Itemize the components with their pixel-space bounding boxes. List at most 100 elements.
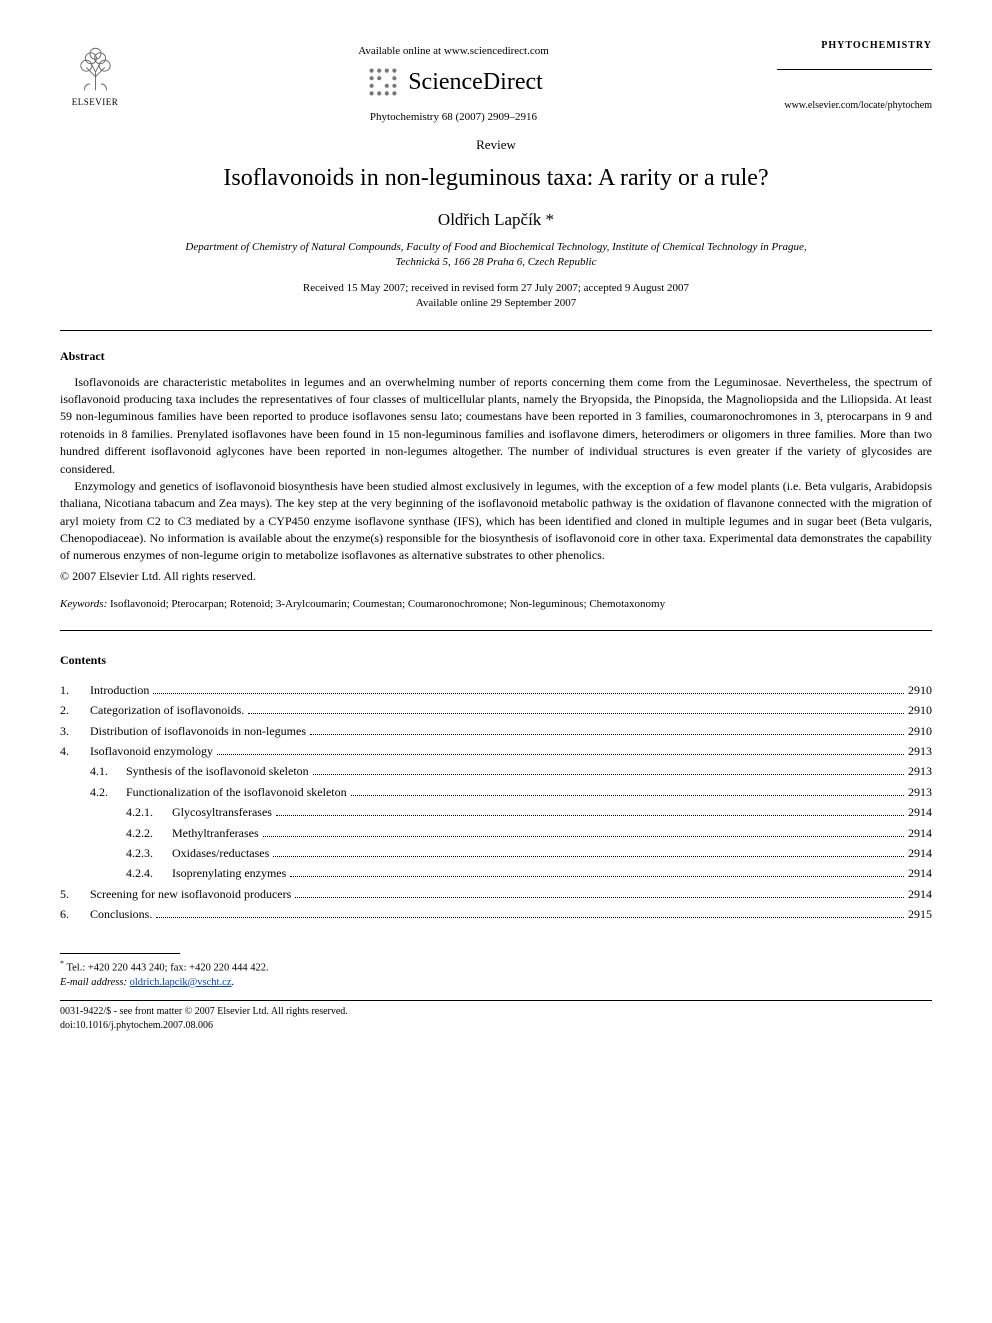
toc-title: Isoprenylating enzymes: [172, 863, 286, 883]
sciencedirect-text: ScienceDirect: [408, 69, 543, 96]
article-type: Review: [60, 137, 932, 153]
center-header: Available online at www.sciencedirect.co…: [130, 40, 777, 123]
toc-row[interactable]: 1.Introduction 2910: [60, 680, 932, 700]
keywords-label: Keywords:: [60, 598, 107, 610]
toc-row[interactable]: 4.2.2.Methyltranferases 2914: [60, 823, 932, 843]
toc-number: 6.: [60, 904, 90, 924]
toc-title: Categorization of isoflavonoids.: [90, 700, 244, 720]
toc-title: Isoflavonoid enzymology: [90, 741, 213, 761]
article-dates: Received 15 May 2007; received in revise…: [60, 281, 932, 312]
toc-leader-dots: [217, 754, 904, 755]
rule-top: [60, 330, 932, 331]
sciencedirect-logo: ScienceDirect: [130, 63, 777, 101]
email-link[interactable]: oldrich.lapcik@vscht.cz: [130, 977, 232, 988]
table-of-contents: 1.Introduction 29102.Categorization of i…: [60, 680, 932, 925]
dates-line1: Received 15 May 2007; received in revise…: [303, 282, 689, 294]
journal-url: www.elsevier.com/locate/phytochem: [777, 100, 932, 111]
contents-label: Contents: [60, 653, 932, 668]
keywords-block: Keywords: Isoflavonoid; Pterocarpan; Rot…: [60, 598, 932, 610]
available-online-text: Available online at www.sciencedirect.co…: [130, 45, 777, 57]
toc-page: 2914: [908, 802, 932, 822]
keywords-text: Isoflavonoid; Pterocarpan; Rotenoid; 3-A…: [110, 598, 665, 610]
rule-mid: [60, 630, 932, 631]
toc-number: 4.1.: [90, 761, 126, 781]
toc-leader-dots: [273, 856, 904, 857]
journal-name: PHYTOCHEMISTRY: [777, 40, 932, 70]
toc-number: 4.: [60, 741, 90, 761]
toc-leader-dots: [276, 815, 904, 816]
toc-number: 1.: [60, 680, 90, 700]
toc-page: 2910: [908, 700, 932, 720]
email-label: E-mail address:: [60, 977, 127, 988]
toc-title: Conclusions.: [90, 904, 152, 924]
publisher-name: ELSEVIER: [72, 97, 119, 107]
affiliation-line1: Department of Chemistry of Natural Compo…: [185, 241, 806, 253]
footer-info: 0031-9422/$ - see front matter © 2007 El…: [60, 1005, 932, 1033]
toc-page: 2914: [908, 863, 932, 883]
footer-line2: doi:10.1016/j.phytochem.2007.08.006: [60, 1019, 932, 1033]
email-line: E-mail address: oldrich.lapcik@vscht.cz.: [60, 976, 932, 991]
toc-leader-dots: [351, 795, 904, 796]
affiliation-line2: Technická 5, 166 28 Praha 6, Czech Repub…: [396, 256, 597, 268]
toc-row[interactable]: 4.2.4.Isoprenylating enzymes 2914: [60, 863, 932, 883]
toc-leader-dots: [156, 917, 904, 918]
toc-row[interactable]: 3.Distribution of isoflavonoids in non-l…: [60, 721, 932, 741]
toc-leader-dots: [153, 693, 904, 694]
toc-row[interactable]: 4.1.Synthesis of the isoflavonoid skelet…: [60, 761, 932, 781]
toc-number: 5.: [60, 884, 90, 904]
toc-title: Screening for new isoflavonoid producers: [90, 884, 291, 904]
toc-page: 2914: [908, 884, 932, 904]
footnotes: * Tel.: +420 220 443 240; fax: +420 220 …: [60, 958, 932, 991]
elsevier-logo: ELSEVIER: [60, 40, 130, 107]
toc-title: Distribution of isoflavonoids in non-leg…: [90, 721, 306, 741]
toc-number: 4.2.: [90, 782, 126, 802]
toc-number: 3.: [60, 721, 90, 741]
abstract-label: Abstract: [60, 349, 932, 364]
abstract-para2: Enzymology and genetics of isoflavonoid …: [60, 478, 932, 565]
toc-number: 2.: [60, 700, 90, 720]
affiliation: Department of Chemistry of Natural Compo…: [60, 240, 932, 271]
toc-leader-dots: [263, 836, 904, 837]
toc-leader-dots: [310, 734, 904, 735]
toc-row[interactable]: 4.Isoflavonoid enzymology 2913: [60, 741, 932, 761]
toc-row[interactable]: 4.2.3.Oxidases/reductases 2914: [60, 843, 932, 863]
toc-leader-dots: [290, 876, 904, 877]
toc-number: 4.2.3.: [126, 843, 172, 863]
toc-page: 2913: [908, 741, 932, 761]
toc-row[interactable]: 2.Categorization of isoflavonoids. 2910: [60, 700, 932, 720]
toc-row[interactable]: 4.2.Functionalization of the isoflavonoi…: [60, 782, 932, 802]
toc-title: Methyltranferases: [172, 823, 259, 843]
dates-line2: Available online 29 September 2007: [416, 297, 576, 309]
toc-row[interactable]: 6.Conclusions. 2915: [60, 904, 932, 924]
toc-page: 2910: [908, 680, 932, 700]
toc-page: 2913: [908, 761, 932, 781]
toc-title: Synthesis of the isoflavonoid skeleton: [126, 761, 309, 781]
toc-leader-dots: [295, 897, 904, 898]
toc-page: 2914: [908, 823, 932, 843]
sciencedirect-dots-icon: [364, 63, 402, 101]
toc-row[interactable]: 4.2.1.Glycosyltransferases 2914: [60, 802, 932, 822]
citation-line: Phytochemistry 68 (2007) 2909–2916: [130, 111, 777, 123]
footer-rule: [60, 1000, 932, 1001]
abstract-body: Isoflavonoids are characteristic metabol…: [60, 374, 932, 565]
elsevier-tree-icon: [68, 40, 123, 95]
toc-leader-dots: [313, 774, 904, 775]
abstract-para1: Isoflavonoids are characteristic metabol…: [60, 374, 932, 478]
footnote-rule: [60, 953, 180, 954]
toc-leader-dots: [248, 713, 904, 714]
toc-number: 4.2.4.: [126, 863, 172, 883]
email-suffix: .: [231, 977, 234, 988]
toc-page: 2915: [908, 904, 932, 924]
author-name: Oldřich Lapčík *: [60, 210, 932, 230]
toc-page: 2913: [908, 782, 932, 802]
copyright-line: © 2007 Elsevier Ltd. All rights reserved…: [60, 569, 932, 584]
toc-row[interactable]: 5.Screening for new isoflavonoid produce…: [60, 884, 932, 904]
toc-page: 2910: [908, 721, 932, 741]
toc-page: 2914: [908, 843, 932, 863]
page-header: ELSEVIER Available online at www.science…: [60, 40, 932, 123]
toc-title: Functionalization of the isoflavonoid sk…: [126, 782, 347, 802]
footer-line1: 0031-9422/$ - see front matter © 2007 El…: [60, 1005, 932, 1019]
toc-title: Introduction: [90, 680, 149, 700]
article-title: Isoflavonoids in non-leguminous taxa: A …: [60, 165, 932, 192]
contact-text: Tel.: +420 220 443 240; fax: +420 220 44…: [66, 962, 268, 973]
